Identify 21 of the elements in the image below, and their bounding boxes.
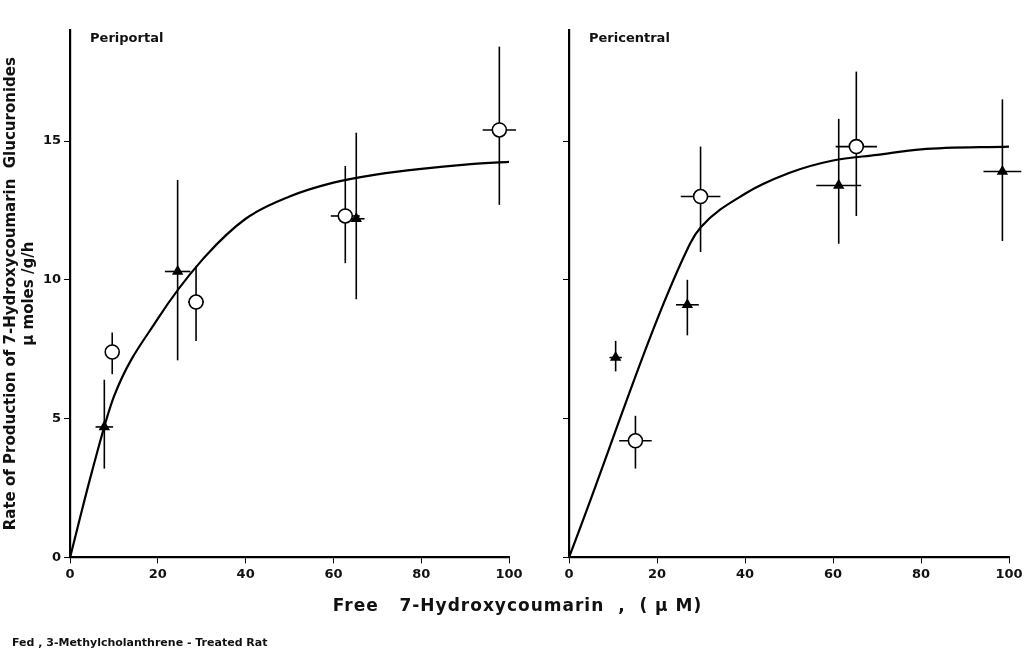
y-tick-label: 0 [52, 548, 62, 564]
text: Fed , 3-Methylcholanthrene - Treated Rat [12, 636, 268, 649]
y-axis-title: Rate of Production of 7-Hydroxycoumarin Glucuronides µ moles /g/h [0, 57, 37, 531]
x-tick-label: 80 [911, 565, 931, 581]
x-tick-label: 0 [65, 565, 75, 581]
x-tick-label: 0 [564, 565, 574, 581]
y-tick-label: 15 [43, 132, 62, 148]
y-tick-label: 10 [43, 271, 62, 287]
x-tick-label: 100 [995, 565, 1023, 581]
x-tick-label: 60 [324, 565, 343, 581]
chart-title: Pericentral [589, 29, 670, 45]
x-tick-label: 20 [647, 565, 667, 581]
x-axis-title: Free 7-Hydroxycoumarin , ( µ M) [331, 595, 704, 615]
x-tick-label: 60 [823, 565, 843, 581]
x-tick-label: 100 [495, 565, 523, 581]
x-tick-label: 40 [236, 565, 255, 581]
x-tick-label: 40 [735, 565, 755, 581]
x-tick-label: 80 [412, 565, 431, 581]
y-tick-label: 5 [52, 409, 62, 425]
chart-title: Periportal [90, 29, 164, 45]
x-tick-label: 20 [148, 565, 167, 581]
